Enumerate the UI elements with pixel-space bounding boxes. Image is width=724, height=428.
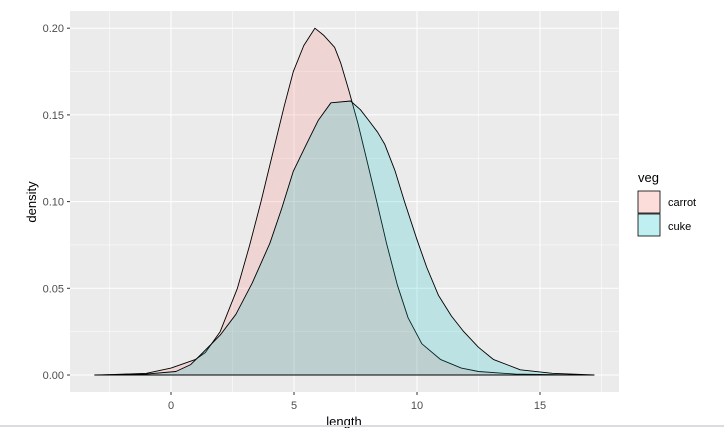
x-axis-title: length: [326, 414, 361, 428]
legend-item-cuke: cuke: [637, 213, 691, 237]
legend-title: veg: [638, 170, 659, 185]
x-tick-label: 5: [291, 400, 297, 412]
x-tick-label: 15: [534, 400, 546, 412]
legend-key-carrot: [637, 190, 661, 214]
y-axis-title: density: [24, 181, 39, 223]
legend-key-cuke: [637, 213, 661, 237]
legend-label-carrot: carrot: [668, 197, 696, 209]
legend-item-carrot: carrot: [637, 190, 696, 214]
density-area-cuke: [94, 100, 595, 376]
y-tick-label: 0.00: [43, 370, 64, 382]
legend-label-cuke: cuke: [668, 221, 691, 233]
y-tick-label: 0.05: [43, 283, 64, 295]
x-tick-label: 0: [168, 400, 174, 412]
y-tick-label: 0.15: [43, 110, 64, 122]
y-tick-label: 0.10: [43, 197, 64, 209]
x-tick-label: 10: [411, 400, 423, 412]
y-tick-label: 0.20: [43, 23, 64, 35]
